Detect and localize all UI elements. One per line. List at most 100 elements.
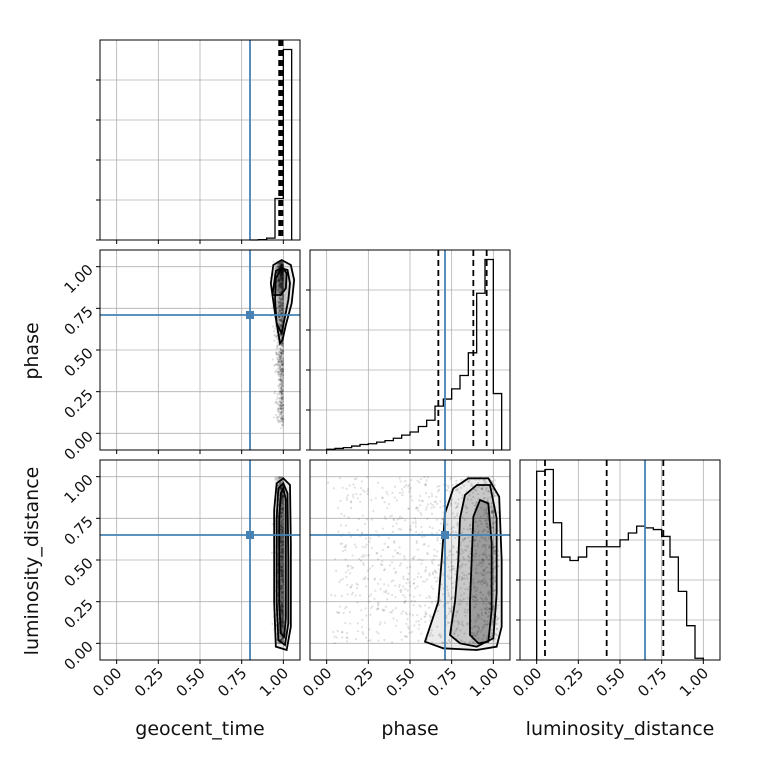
sample-point (344, 548, 347, 552)
sample-point (426, 553, 429, 556)
xlabel-luminosity-distance: luminosity_distance (526, 718, 715, 740)
sample-point (277, 276, 280, 279)
sample-point (280, 312, 283, 315)
sample-point (281, 288, 284, 291)
sample-point (435, 518, 439, 521)
sample-point (281, 494, 284, 498)
sample-point (281, 505, 284, 508)
sample-point (280, 541, 283, 545)
sample-point (281, 276, 284, 280)
sample-point (281, 556, 285, 559)
sample-point (408, 565, 412, 569)
sample-point (369, 537, 372, 540)
sample-point (383, 500, 386, 504)
sample-point (278, 364, 281, 368)
sample-point (281, 604, 284, 607)
sample-point (278, 316, 281, 319)
sample-point (279, 572, 282, 575)
sample-point (281, 620, 284, 623)
sample-point (280, 284, 283, 287)
sample-point (280, 486, 283, 490)
sample-point (281, 503, 284, 506)
sample-point (279, 318, 283, 321)
sample-point (281, 358, 284, 361)
sample-point (281, 278, 284, 281)
sample-point (278, 265, 282, 268)
sample-point (280, 397, 283, 400)
sample-point (280, 312, 283, 315)
sample-point (279, 305, 282, 308)
sample-point (282, 261, 285, 265)
sample-point (424, 604, 427, 607)
sample-point (417, 509, 420, 512)
sample-point (279, 348, 282, 351)
sample-point (274, 478, 277, 481)
sample-point (275, 363, 278, 366)
sample-point (280, 569, 284, 573)
sample-point (281, 550, 284, 553)
sample-point (281, 297, 284, 300)
sample-point (278, 390, 281, 393)
sample-point (389, 515, 392, 518)
sample-point (282, 278, 285, 281)
sample-point (281, 271, 284, 274)
sample-point (280, 281, 283, 285)
sample-point (402, 577, 405, 580)
sample-point (282, 357, 285, 360)
ytick-label-luminosity_distance-2: 0.50 (60, 554, 96, 590)
sample-point (282, 627, 285, 631)
sample-point (280, 270, 283, 273)
sample-point (280, 497, 284, 500)
sample-point (279, 282, 283, 286)
sample-point (279, 390, 282, 393)
sample-point (280, 514, 283, 517)
sample-point (281, 543, 285, 546)
sample-point (279, 273, 282, 276)
sample-point (279, 301, 282, 305)
sample-point (280, 284, 283, 287)
sample-point (403, 519, 407, 522)
sample-point (277, 367, 281, 370)
sample-point (399, 631, 403, 634)
sample-point (279, 315, 282, 318)
sample-point (277, 387, 281, 390)
sample-point (282, 350, 285, 353)
sample-point (280, 280, 283, 283)
contour-1 (274, 267, 291, 337)
sample-point (280, 392, 283, 395)
sample-point (280, 616, 283, 619)
sample-point (279, 265, 282, 268)
sample-point (412, 604, 415, 607)
sample-point (278, 315, 281, 318)
frame-phase-vs-geocent_time (99, 249, 301, 451)
sample-point (280, 511, 283, 514)
sample-point (430, 492, 433, 495)
sample-point (280, 567, 283, 571)
sample-point (279, 307, 282, 310)
sample-point (282, 580, 285, 583)
sample-point (281, 383, 284, 386)
sample-point (282, 518, 285, 522)
sample-point (280, 281, 283, 285)
sample-point (280, 390, 283, 393)
sample-point (281, 577, 284, 580)
sample-point (415, 620, 418, 623)
sample-point (281, 397, 284, 400)
sample-point (414, 530, 418, 534)
panels-layer: 0.000.250.500.751.000.000.250.500.751.00… (60, 39, 721, 700)
sample-point (281, 303, 284, 307)
sample-point (279, 406, 282, 409)
sample-point (281, 288, 284, 291)
sample-point (281, 296, 284, 299)
sample-point (432, 558, 435, 561)
sample-point (277, 384, 280, 387)
sample-point (345, 605, 348, 608)
sample-point (280, 272, 284, 275)
sample-point (280, 320, 283, 323)
sample-point (339, 499, 342, 503)
sample-point (387, 592, 390, 595)
sample-point (278, 318, 281, 321)
sample-point (280, 544, 283, 547)
sample-point (280, 559, 283, 563)
sample-point (281, 310, 284, 314)
